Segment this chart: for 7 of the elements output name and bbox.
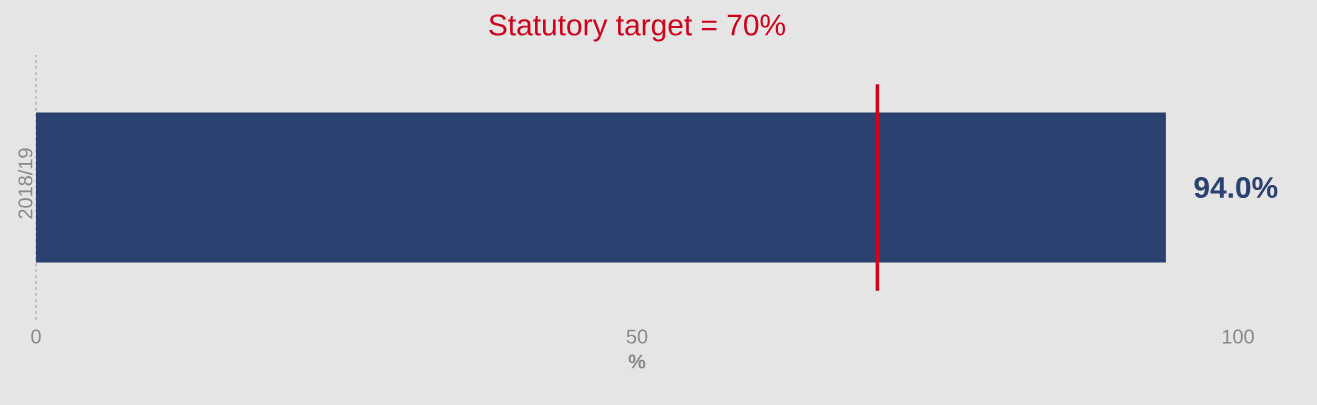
x-tick-label: 100 <box>1222 329 1254 344</box>
chart-title: Statutory target = 70% <box>489 14 786 42</box>
x-axis-title: % <box>628 354 646 369</box>
x-tick-label: 0 <box>31 329 41 344</box>
x-tick-label: 50 <box>626 329 648 344</box>
data-label: 94.0% <box>1194 176 1278 199</box>
y-tick-label: 2018/19 <box>17 148 33 219</box>
